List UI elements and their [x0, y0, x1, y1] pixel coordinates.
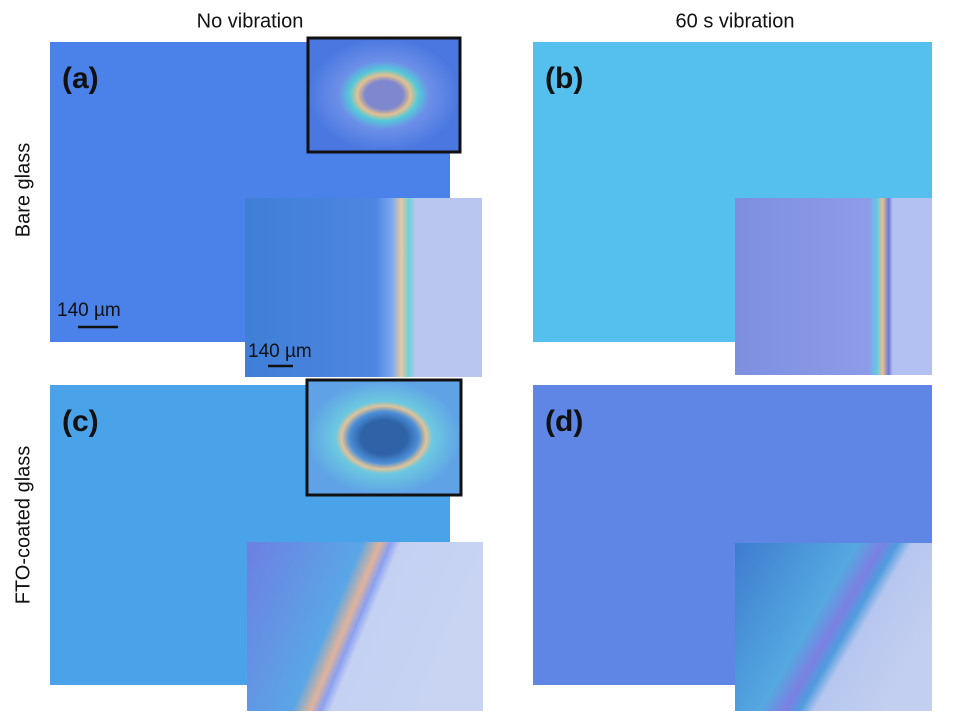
inset-micrograph	[735, 543, 932, 711]
inset-micrograph	[735, 198, 932, 375]
inset-micrograph	[308, 38, 460, 152]
column-header: No vibration	[197, 10, 304, 32]
panel-label: (c)	[62, 405, 99, 438]
column-header: 60 s vibration	[676, 10, 795, 32]
scale-bar-label: 140 µm	[248, 341, 312, 362]
panel-label: (d)	[545, 405, 583, 438]
inset-micrograph	[307, 380, 461, 495]
inset-micrograph	[247, 542, 483, 711]
panel-label: (a)	[62, 62, 99, 95]
panel-label: (b)	[545, 62, 583, 95]
row-header: FTO-coated glass	[12, 446, 34, 605]
row-header: Bare glass	[12, 143, 34, 238]
scale-bar-label: 140 µm	[57, 300, 121, 321]
figure: No vibration 60 s vibration Bare glass F…	[0, 0, 959, 713]
